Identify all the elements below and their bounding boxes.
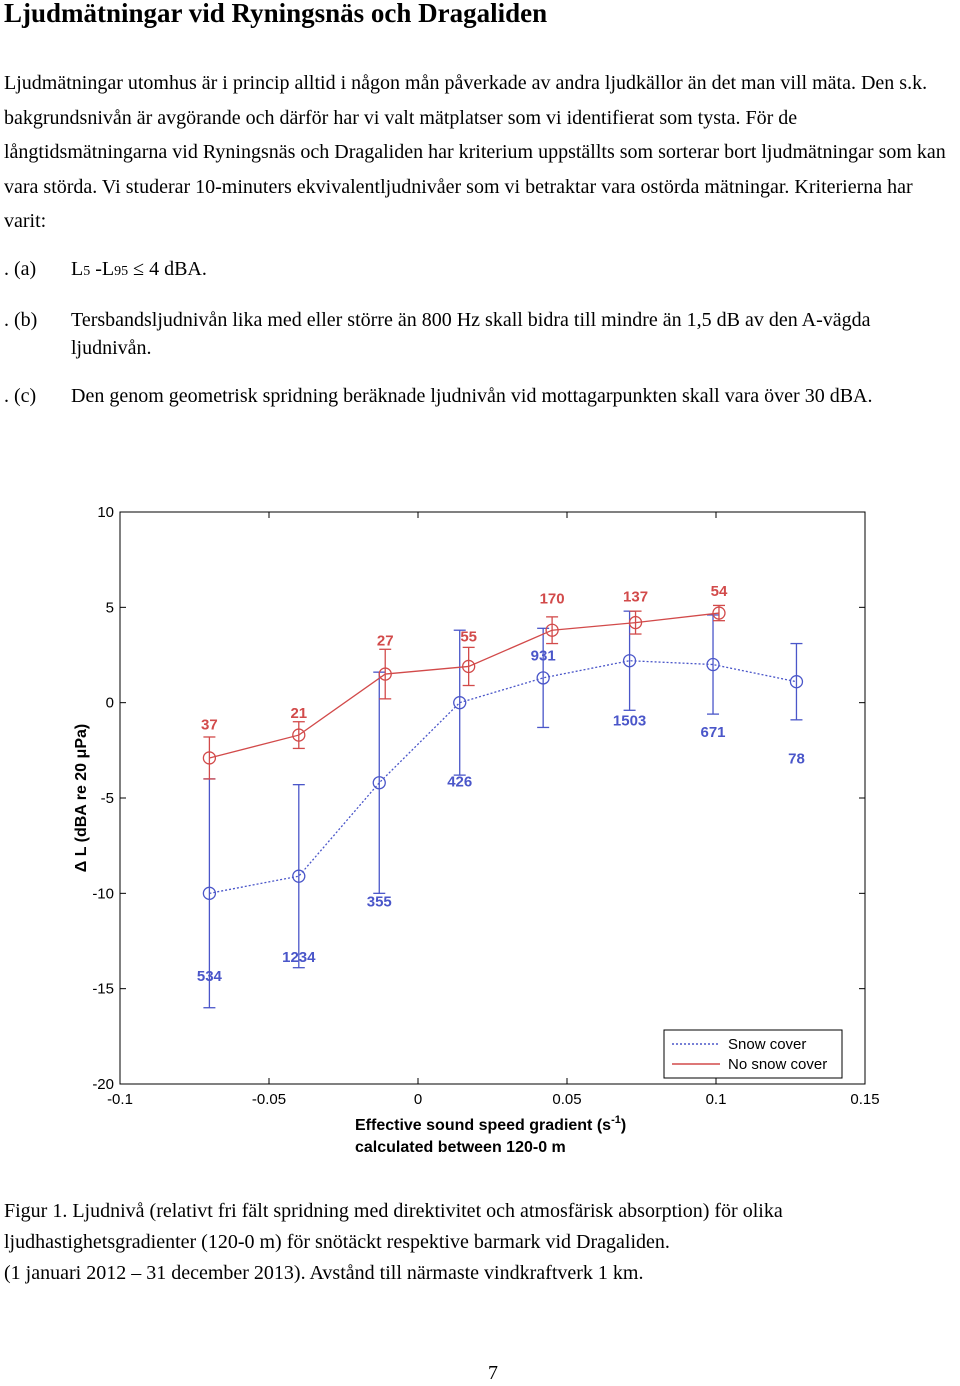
sound-level-chart: -0.1 -0.05 0 0.05 0.1 0.15 -20 -15 -10 -5 0 5 10 534… (73, 504, 880, 1156)
x-axis-label-line2: calculated between 120-0 m (355, 1139, 566, 1156)
figure-caption: Figur 1. Ljudnivå (relativt fri fält spr… (4, 1196, 954, 1289)
count-label: 426 (447, 774, 472, 791)
count-label: 671 (701, 724, 726, 741)
data-point (622, 654, 637, 668)
count-label: 534 (197, 968, 223, 985)
data-point (372, 776, 386, 790)
data-point (202, 886, 217, 900)
count-label: 37 (201, 716, 218, 733)
legend-snow-label: Snow cover (728, 1036, 806, 1053)
intro-paragraph: Ljudmätningar utomhus är i princip allti… (4, 72, 946, 232)
criterion-c-label: . (c) (4, 385, 37, 407)
data-point (378, 667, 392, 681)
count-label: 355 (367, 894, 392, 911)
data-point (292, 728, 306, 742)
data-point (453, 696, 467, 710)
count-label: 21 (290, 705, 307, 722)
legend-nosnow-label: No snow cover (728, 1056, 827, 1073)
data-point (628, 615, 643, 630)
y-tick-label: -10 (92, 885, 114, 902)
plot-area (119, 511, 866, 1085)
data-point (462, 659, 476, 674)
x-tick-label: 0.15 (850, 1091, 879, 1108)
caption-line-2: (1 januari 2012 – 31 december 2013). Avs… (4, 1262, 644, 1284)
count-label: 54 (711, 583, 728, 600)
data-point (712, 606, 726, 620)
data-point (706, 657, 720, 672)
y-tick-label: -20 (92, 1076, 114, 1093)
series-no-snow-cover: 37 21 27 55 170 137 54 (201, 583, 728, 780)
x-tick-label: 0.1 (706, 1091, 727, 1108)
count-label: 1234 (282, 949, 316, 966)
page-title: Ljudmätningar vid Ryningsnäs och Dragali… (4, 0, 548, 28)
x-axis-label-line1: Effective sound speed gradient (s-1) (355, 1114, 626, 1134)
y-tick-label: 10 (97, 504, 114, 521)
series-layer: 534 1234 355 426 931 1503 671 78 37 21 27 55 170 137 5… (197, 583, 805, 1009)
count-label: 55 (460, 629, 477, 646)
series-line (209, 660, 797, 894)
criterion-b-text: Tersbandsljudnivån lika med eller större… (71, 309, 871, 359)
x-tick-label: -0.05 (252, 1091, 286, 1108)
count-label: 137 (623, 589, 648, 606)
page-number: 7 (488, 1362, 498, 1384)
x-tick-label: 0.05 (552, 1091, 581, 1108)
y-tick-label: 0 (106, 695, 114, 712)
y-tick-label: -15 (92, 981, 114, 998)
x-tick-label: 0 (414, 1091, 422, 1108)
criterion-a-text: L5 -L95 ≤ 4 dBA. (71, 258, 207, 280)
count-label: 170 (540, 591, 565, 608)
data-point (536, 671, 550, 685)
data-point (202, 751, 217, 765)
criterion-b-label: . (b) (4, 309, 38, 331)
y-axis-label: Δ L (dBA re 20 μPa) (73, 724, 90, 872)
legend: Snow cover No snow cover (663, 1029, 843, 1079)
count-label: 78 (788, 751, 805, 768)
y-tick-label: -5 (101, 790, 114, 807)
caption-line-1: Figur 1. Ljudnivå (relativt fri fält spr… (4, 1200, 783, 1253)
y-tick-label: 5 (106, 599, 114, 616)
count-label: 1503 (613, 713, 646, 730)
axes-layer: -0.1 -0.05 0 0.05 0.1 0.15 -20 -15 -10 -5 0 5 10 (92, 504, 879, 1108)
count-label: 931 (531, 648, 556, 665)
criterion-c-text: Den genom geometrisk spridning beräknade… (71, 385, 873, 407)
data-point (789, 675, 804, 689)
legend-box (663, 1029, 843, 1079)
count-label: 27 (377, 632, 394, 649)
criterion-a-label: . (a) (4, 258, 37, 280)
data-point (292, 869, 306, 883)
data-point (545, 623, 559, 637)
x-tick-label: -0.1 (107, 1091, 133, 1108)
